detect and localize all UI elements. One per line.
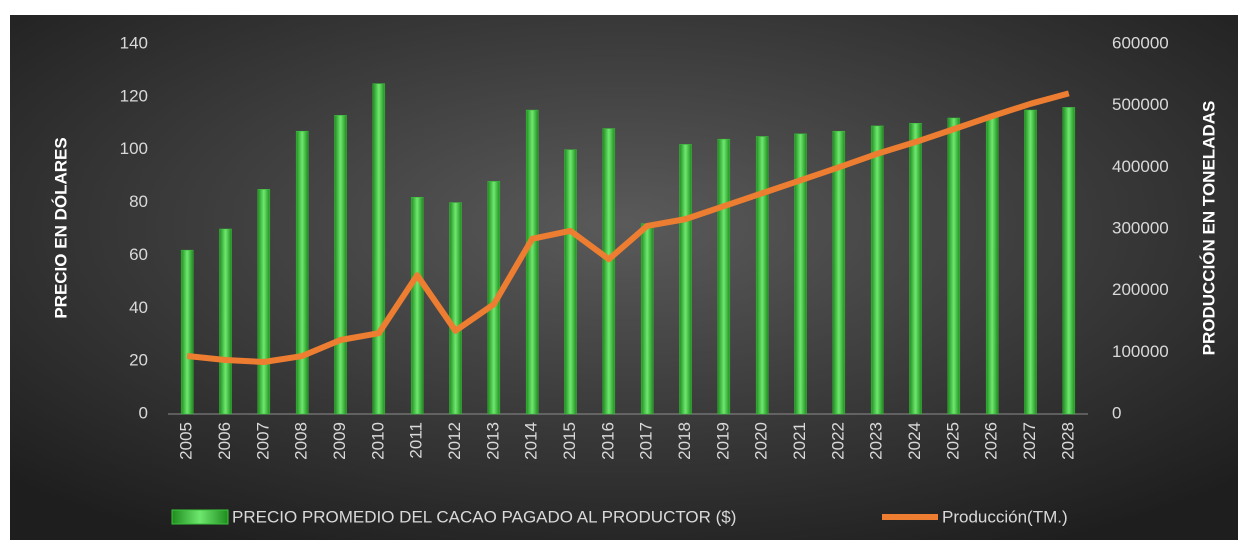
x-tick-label: 2014: [522, 422, 541, 460]
bar: [525, 109, 539, 415]
bar: [257, 189, 271, 415]
x-tick-label: 2028: [1058, 422, 1077, 460]
y2-tick-label: 500000: [1112, 95, 1169, 114]
bar: [564, 149, 577, 415]
x-tick-label: 2022: [828, 422, 847, 460]
bar: [947, 117, 961, 415]
bar: [372, 83, 386, 415]
y-tick-label: 20: [129, 351, 148, 370]
bar: [1024, 109, 1037, 415]
bar: [449, 202, 462, 415]
x-tick-label: 2025: [943, 422, 962, 460]
x-tick-label: 2027: [1020, 422, 1039, 460]
y-tick-label: 80: [129, 192, 148, 211]
y2-tick-label: 100000: [1112, 342, 1169, 361]
bar: [334, 115, 347, 415]
y2-tick-label: 200000: [1112, 280, 1169, 299]
bar: [717, 138, 731, 415]
bar: [832, 130, 846, 415]
x-tick-label: 2016: [598, 422, 617, 460]
bar: [794, 133, 807, 415]
x-tick-label: 2024: [905, 422, 924, 460]
y2-tick-label: 300000: [1112, 218, 1169, 237]
x-tick-label: 2012: [445, 422, 464, 460]
y2-tick-label: 400000: [1112, 157, 1169, 176]
legend-label: PRECIO PROMEDIO DEL CACAO PAGADO AL PROD…: [232, 507, 736, 526]
x-tick-label: 2005: [177, 422, 196, 460]
bar: [1062, 107, 1076, 415]
y-tick-label: 40: [129, 298, 148, 317]
x-tick-label: 2023: [867, 422, 886, 460]
bar: [295, 130, 309, 415]
x-tick-label: 2010: [368, 422, 387, 460]
x-tick-label: 2026: [982, 422, 1001, 460]
x-tick-label: 2019: [713, 422, 732, 460]
y2-axis-title: PRODUCCIÓN EN TONELADAS: [1199, 101, 1218, 356]
legend-label: Producción(TM.): [942, 507, 1068, 526]
y-tick-label: 0: [139, 403, 148, 422]
y2-tick-label: 600000: [1112, 33, 1169, 52]
x-tick-label: 2008: [292, 422, 311, 460]
x-tick-label: 2007: [253, 422, 272, 460]
x-tick-label: 2006: [215, 422, 234, 460]
bar: [985, 115, 999, 415]
bar: [410, 197, 424, 415]
bar: [909, 123, 922, 415]
bar: [180, 249, 194, 415]
y-tick-label: 60: [129, 245, 148, 264]
bar: [602, 128, 616, 415]
y-tick-label: 120: [120, 86, 148, 105]
legend-swatch: [171, 509, 229, 525]
x-tick-label: 2017: [637, 422, 656, 460]
bar: [219, 228, 232, 415]
x-tick-label: 2021: [790, 422, 809, 460]
x-tick-label: 2015: [560, 422, 579, 460]
bar: [679, 144, 692, 415]
x-tick-label: 2009: [330, 422, 349, 460]
bar: [640, 223, 654, 415]
x-tick-label: 2013: [483, 422, 502, 460]
y-axis-title: PRECIO EN DÓLARES: [51, 137, 70, 318]
y2-tick-label: 0: [1112, 403, 1121, 422]
y-tick-label: 140: [120, 33, 148, 52]
x-tick-label: 2011: [407, 422, 426, 459]
x-tick-label: 2018: [675, 422, 694, 460]
y-tick-label: 100: [120, 139, 148, 158]
x-tick-label: 2020: [752, 422, 771, 460]
bar: [870, 125, 884, 415]
chart-background: [10, 15, 1238, 540]
line: [186, 90, 1070, 366]
bar: [755, 136, 769, 415]
